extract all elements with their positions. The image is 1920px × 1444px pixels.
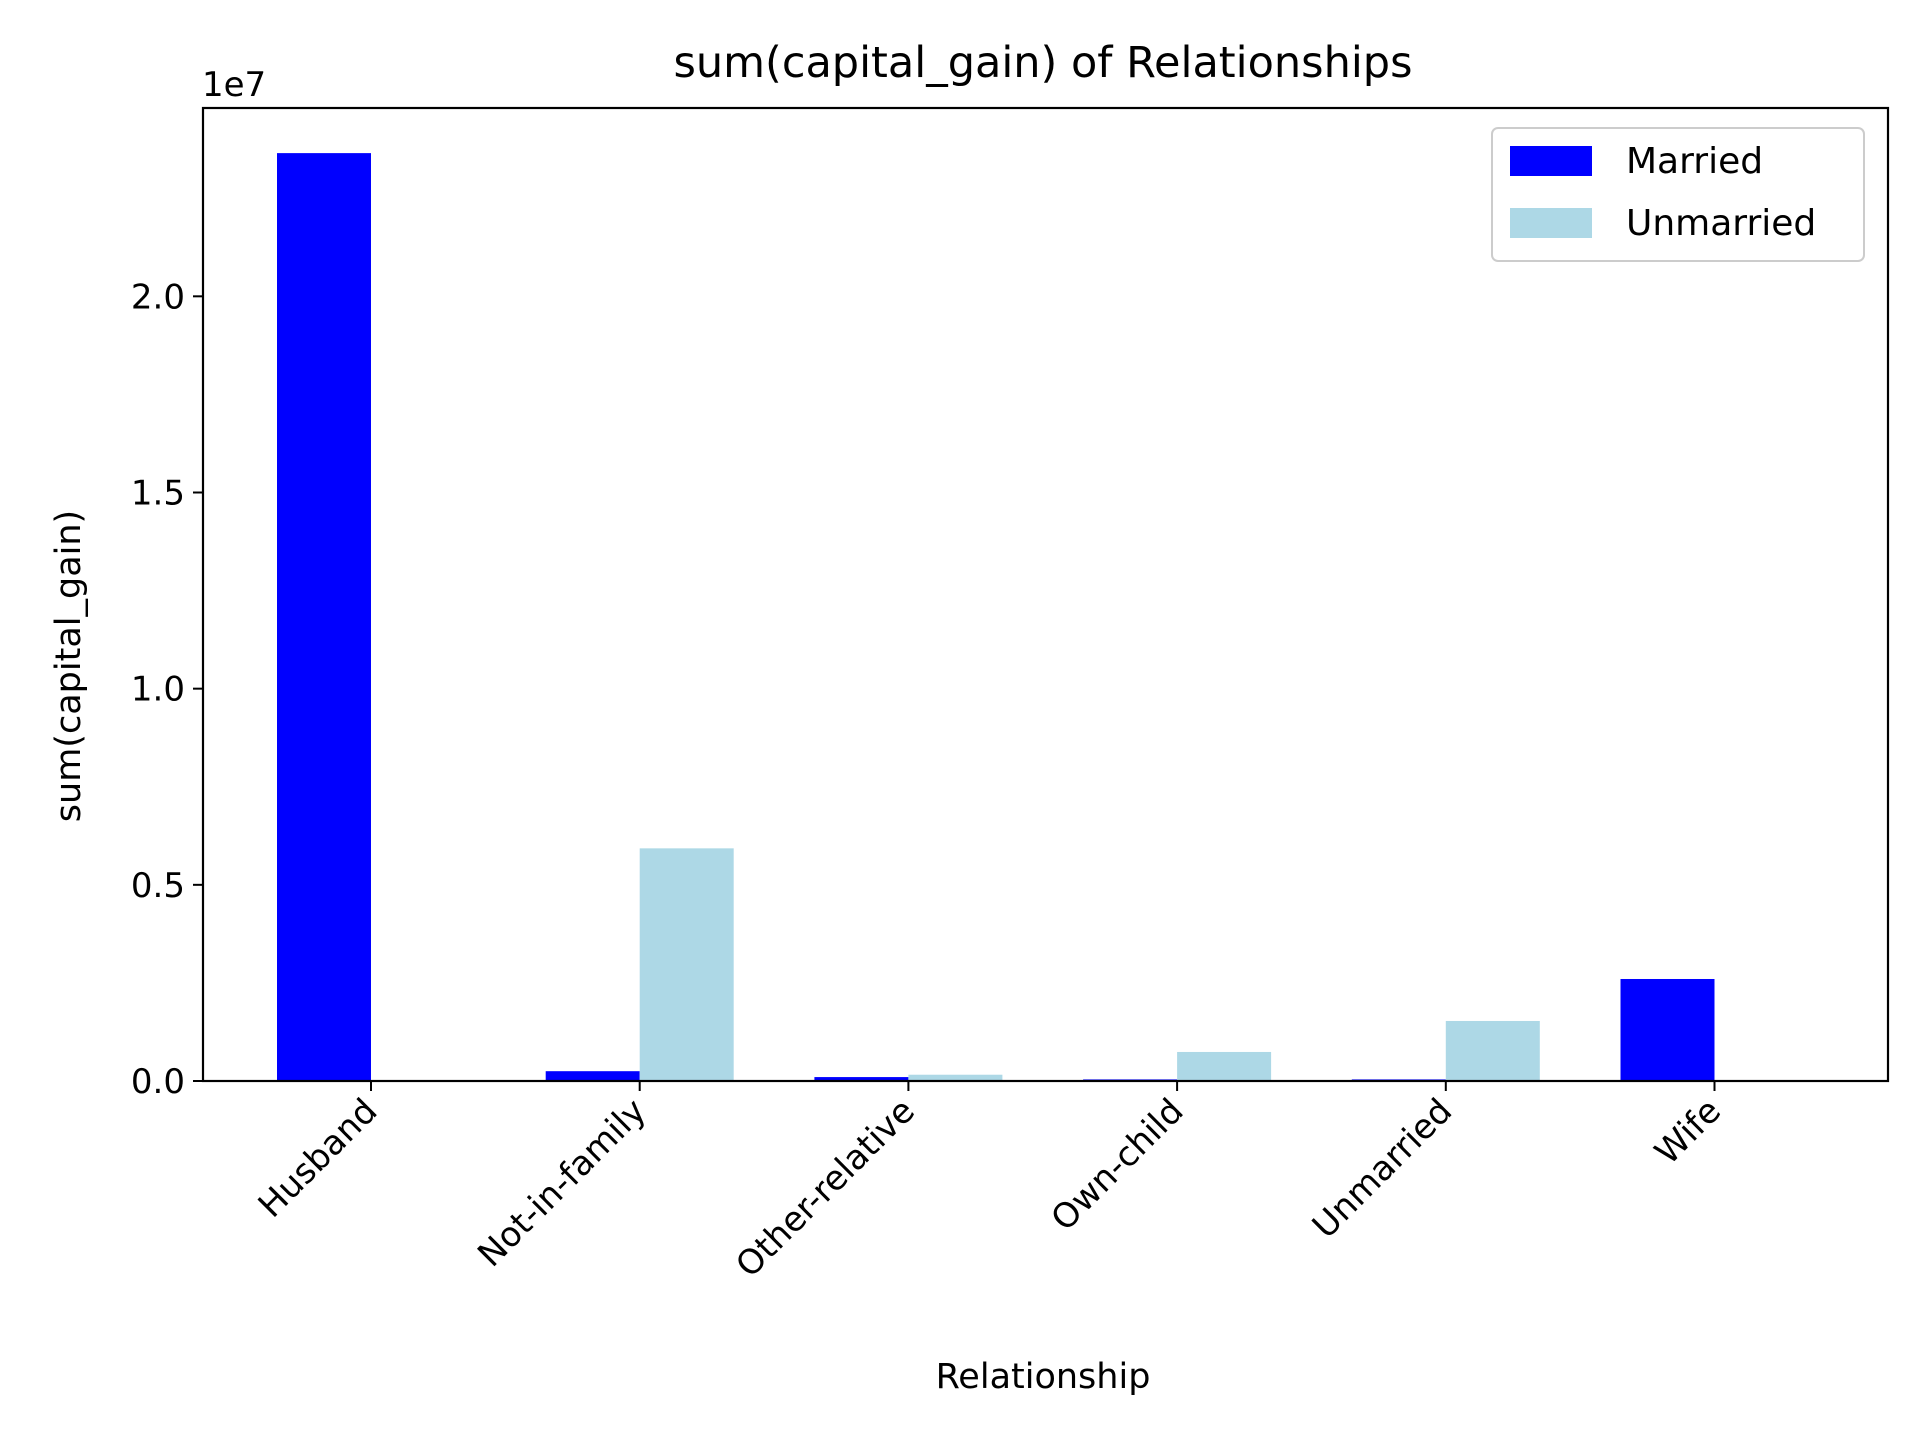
bar-unmarried-other-relative (908, 1074, 1003, 1081)
legend: Married Unmarried (1491, 127, 1865, 262)
x-tick-label: Not-in-family (470, 1091, 654, 1275)
legend-label-married: Married (1626, 141, 1763, 182)
y-tick-label: 1.0 (131, 670, 185, 710)
y-tick-label: 2.0 (131, 277, 185, 317)
bar-married-wife (1620, 978, 1715, 1081)
chart-title: sum(capital_gain) of Relationships (674, 38, 1413, 88)
plot-frame (201, 106, 1890, 1083)
x-axis-label: Relationship (936, 1357, 1151, 1397)
y-tick-label: 1.5 (131, 473, 185, 513)
bar-married-other-relative (814, 1077, 909, 1081)
x-tick-label: Husband (251, 1091, 386, 1226)
y-tick-label: 0.5 (131, 866, 185, 906)
y-tick-label: 0.0 (131, 1062, 185, 1102)
y-axis-offset-label: 1e7 (202, 65, 266, 105)
bar-married-husband (277, 153, 371, 1081)
legend-swatch-married (1510, 146, 1592, 176)
x-tick-label: Own-child (1044, 1091, 1192, 1239)
y-axis-label: sum(capital_gain) (49, 510, 89, 822)
x-tick-label: Other-relative (728, 1091, 922, 1285)
bar-unmarried-not-in-family (639, 848, 734, 1081)
legend-label-unmarried: Unmarried (1626, 203, 1816, 244)
axes-layer: 0.0 0.5 1.0 1.5 2.0 Husband Not-in-family Other… (131, 106, 1890, 1285)
x-tick-label: Wife (1647, 1091, 1728, 1172)
bar-married-not-in-family (545, 1071, 640, 1081)
legend-swatch-unmarried (1510, 208, 1592, 238)
bars-layer (277, 153, 1715, 1081)
x-tick-label: Unmarried (1305, 1091, 1460, 1246)
bar-unmarried-unmarried (1445, 1020, 1540, 1081)
bar-unmarried-own-child (1177, 1051, 1272, 1081)
